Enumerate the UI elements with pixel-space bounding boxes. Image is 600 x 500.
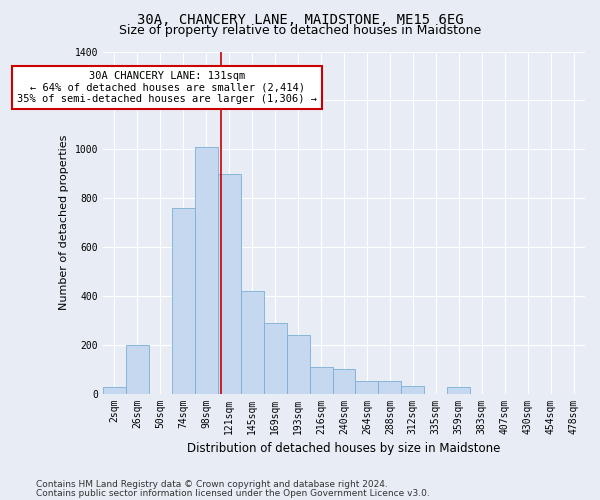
Bar (355, 382, 379, 394)
Bar (172, 208, 195, 394)
Bar (287, 335, 310, 394)
X-axis label: Distribution of detached houses by size in Maidstone: Distribution of detached houses by size … (187, 442, 500, 455)
Text: Contains HM Land Registry data © Crown copyright and database right 2024.: Contains HM Land Registry data © Crown c… (36, 480, 388, 489)
Bar (332, 369, 355, 394)
Text: Size of property relative to detached houses in Maidstone: Size of property relative to detached ho… (119, 24, 481, 37)
Bar (447, 388, 470, 394)
Y-axis label: Number of detached properties: Number of detached properties (59, 135, 69, 310)
Bar (401, 386, 424, 394)
Bar (103, 388, 126, 394)
Bar (195, 147, 218, 394)
Bar (263, 322, 287, 394)
Bar (241, 291, 263, 394)
Text: Contains public sector information licensed under the Open Government Licence v3: Contains public sector information licen… (36, 488, 430, 498)
Bar (218, 174, 241, 394)
Text: 30A CHANCERY LANE: 131sqm
← 64% of detached houses are smaller (2,414)
35% of se: 30A CHANCERY LANE: 131sqm ← 64% of detac… (17, 71, 317, 104)
Bar (126, 344, 149, 394)
Bar (379, 382, 401, 394)
Bar (310, 366, 332, 394)
Text: 30A, CHANCERY LANE, MAIDSTONE, ME15 6EG: 30A, CHANCERY LANE, MAIDSTONE, ME15 6EG (137, 12, 463, 26)
